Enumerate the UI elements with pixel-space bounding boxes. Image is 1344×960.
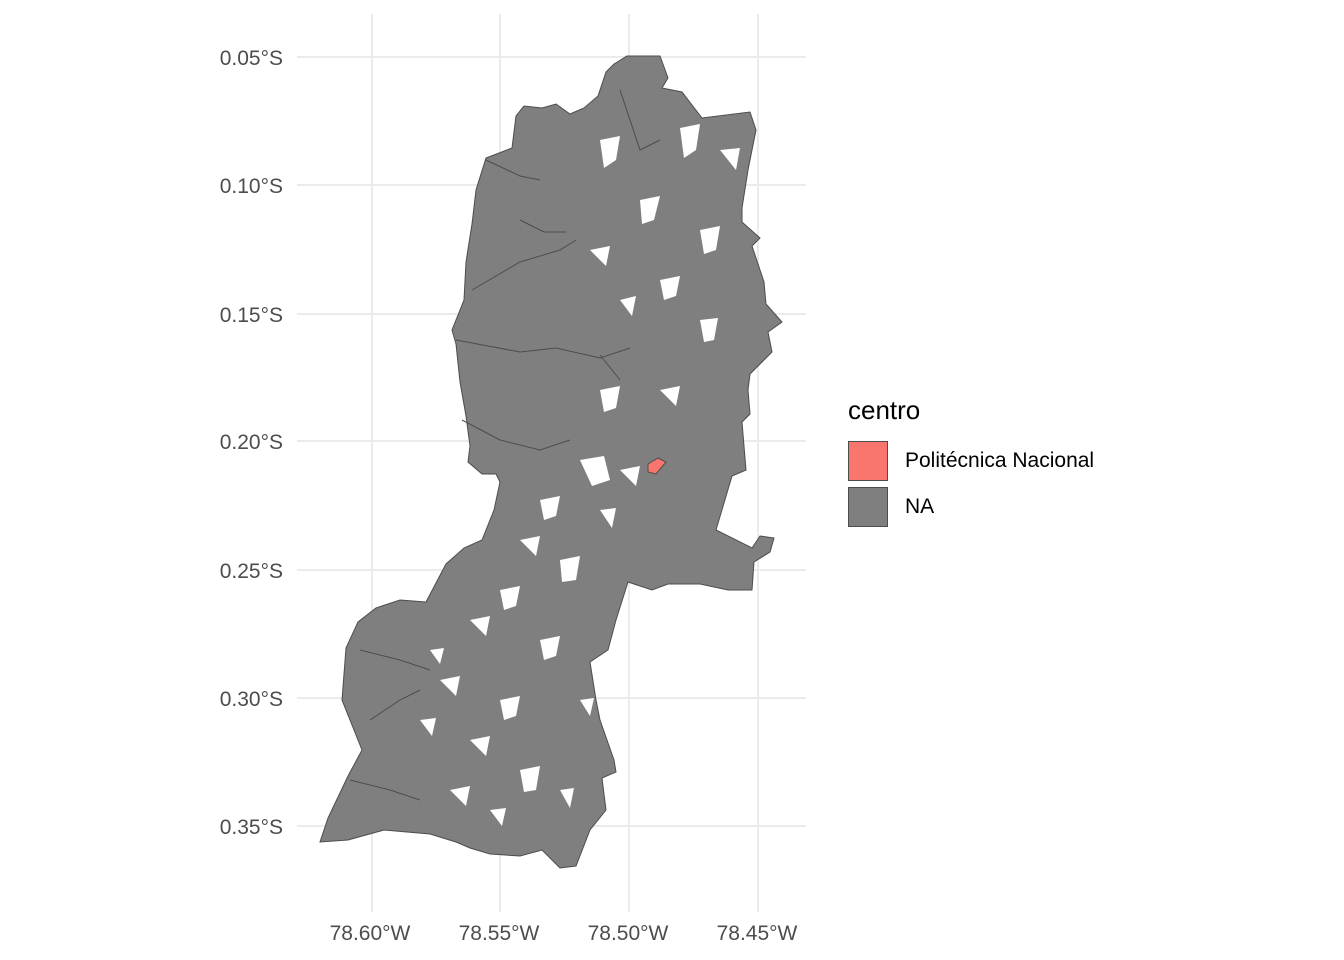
legend: centro Politécnica Nacional NA [848, 395, 1094, 530]
y-tick-label: 0.15°S [220, 304, 283, 327]
y-tick-label: 0.05°S [220, 47, 283, 70]
legend-title: centro [848, 395, 921, 425]
x-tick-label: 78.50°W [588, 922, 669, 945]
y-tick-label: 0.35°S [220, 816, 283, 839]
legend-item-na: NA [848, 484, 1094, 530]
y-tick-label: 0.30°S [220, 688, 283, 711]
legend-label: NA [905, 495, 935, 518]
region-outline-na [319, 55, 783, 869]
legend-swatch-na [848, 487, 888, 527]
y-tick-label: 0.20°S [220, 431, 283, 454]
legend-item-politecnica: Politécnica Nacional [848, 438, 1094, 484]
legend-swatch-politecnica [848, 441, 888, 481]
urban-gaps [420, 124, 740, 826]
x-tick-label: 78.60°W [330, 922, 411, 945]
legend-label: Politécnica Nacional [905, 449, 1095, 472]
region-politecnica-nacional [647, 457, 667, 475]
y-axis-labels: 0.05°S 0.10°S 0.15°S 0.20°S 0.25°S 0.30°… [220, 47, 283, 839]
x-axis-labels: 78.60°W 78.55°W 78.50°W 78.45°W [330, 922, 798, 945]
y-tick-label: 0.10°S [220, 175, 283, 198]
x-tick-label: 78.55°W [459, 922, 540, 945]
boundary-lines [349, 89, 661, 801]
y-tick-label: 0.25°S [220, 560, 283, 583]
x-tick-label: 78.45°W [717, 922, 798, 945]
